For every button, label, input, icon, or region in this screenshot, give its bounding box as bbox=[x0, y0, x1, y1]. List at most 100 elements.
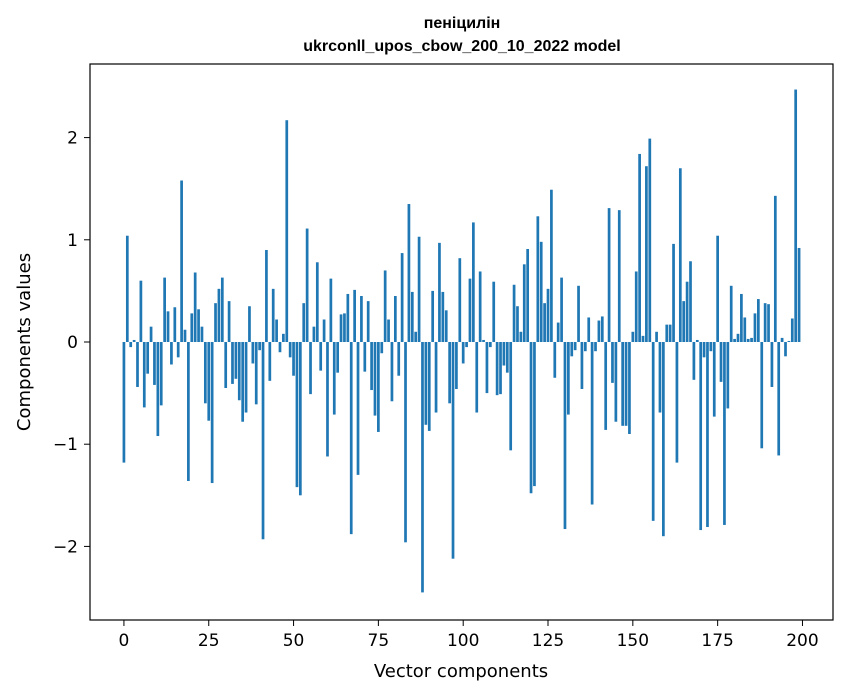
bar-132 bbox=[570, 342, 574, 357]
bar-99 bbox=[458, 258, 462, 342]
bar-95 bbox=[444, 310, 448, 342]
bar-140 bbox=[597, 320, 601, 342]
bar-77 bbox=[383, 270, 387, 342]
bar-105 bbox=[478, 271, 482, 342]
bar-11 bbox=[159, 342, 163, 406]
bar-92 bbox=[434, 342, 438, 413]
bar-74 bbox=[373, 342, 377, 416]
bar-163 bbox=[675, 342, 679, 463]
bar-54 bbox=[305, 228, 309, 342]
plot-frame bbox=[89, 63, 834, 621]
bar-176 bbox=[719, 342, 723, 382]
y-tick-label: −2 bbox=[53, 537, 78, 557]
bar-14 bbox=[170, 342, 173, 365]
y-tick-label: 0 bbox=[67, 333, 78, 353]
bar-86 bbox=[414, 331, 418, 342]
bar-175 bbox=[716, 235, 719, 342]
bar-73 bbox=[370, 342, 373, 391]
bar-133 bbox=[573, 342, 577, 351]
bar-195 bbox=[784, 342, 787, 357]
bar-29 bbox=[220, 277, 224, 342]
bar-108 bbox=[488, 342, 492, 348]
bar-41 bbox=[261, 342, 265, 540]
bar-68 bbox=[353, 289, 356, 343]
bar-130 bbox=[563, 342, 567, 530]
bar-196 bbox=[787, 340, 791, 342]
x-tick-label: 150 bbox=[617, 631, 649, 651]
bar-60 bbox=[326, 342, 329, 457]
bar-0 bbox=[122, 342, 126, 463]
bar-98 bbox=[455, 342, 458, 390]
bar-144 bbox=[611, 342, 614, 383]
bar-10 bbox=[156, 342, 160, 437]
bar-23 bbox=[200, 326, 204, 342]
x-tick-label: 175 bbox=[701, 631, 733, 651]
bar-157 bbox=[655, 331, 658, 342]
bar-83 bbox=[404, 342, 407, 543]
bar-40 bbox=[258, 342, 261, 351]
bar-179 bbox=[729, 285, 733, 342]
bar-49 bbox=[288, 342, 292, 358]
bar-66 bbox=[346, 293, 350, 342]
bar-139 bbox=[594, 342, 597, 352]
bar-6 bbox=[142, 342, 146, 408]
bar-1 bbox=[125, 235, 129, 342]
bar-115 bbox=[512, 284, 516, 342]
bar-134 bbox=[577, 285, 580, 342]
bar-9 bbox=[153, 342, 156, 385]
x-tick-label: 200 bbox=[786, 631, 818, 651]
bar-125 bbox=[546, 288, 550, 342]
bar-24 bbox=[203, 342, 207, 404]
bar-122 bbox=[536, 216, 540, 342]
bar-48 bbox=[285, 120, 289, 343]
bar-194 bbox=[780, 337, 784, 342]
bar-121 bbox=[533, 342, 536, 487]
bar-28 bbox=[217, 288, 221, 342]
bar-59 bbox=[322, 319, 326, 342]
bar-183 bbox=[743, 317, 747, 342]
bar-34 bbox=[237, 342, 241, 401]
bar-53 bbox=[302, 303, 306, 342]
bar-129 bbox=[560, 277, 563, 342]
bar-19 bbox=[187, 342, 190, 481]
bar-188 bbox=[760, 342, 764, 449]
bar-142 bbox=[604, 342, 608, 430]
y-tick-label: −1 bbox=[53, 435, 78, 455]
bar-21 bbox=[193, 272, 197, 342]
bar-173 bbox=[709, 342, 713, 352]
bar-186 bbox=[753, 313, 757, 342]
bar-81 bbox=[397, 342, 401, 376]
bar-78 bbox=[387, 319, 390, 342]
bar-63 bbox=[336, 342, 340, 373]
chart-title-line-2: ukrconll_upos_cbow_200_10_2022 model bbox=[303, 38, 620, 55]
bar-158 bbox=[658, 342, 662, 413]
bar-100 bbox=[461, 342, 465, 364]
bar-168 bbox=[692, 342, 696, 380]
bar-97 bbox=[451, 342, 455, 559]
bar-182 bbox=[740, 293, 743, 342]
bar-35 bbox=[241, 342, 245, 422]
bar-65 bbox=[343, 313, 346, 342]
bar-191 bbox=[770, 342, 774, 387]
bar-152 bbox=[638, 153, 641, 342]
bar-187 bbox=[757, 299, 760, 342]
x-tick-label: 50 bbox=[283, 631, 305, 651]
bar-192 bbox=[773, 195, 777, 342]
bar-164 bbox=[678, 168, 682, 342]
bar-153 bbox=[641, 335, 645, 342]
bar-72 bbox=[366, 301, 370, 342]
bar-180 bbox=[733, 338, 736, 342]
bar-138 bbox=[590, 342, 594, 505]
bar-94 bbox=[441, 291, 445, 342]
bar-181 bbox=[736, 333, 740, 342]
y-tick-label: 1 bbox=[67, 231, 78, 251]
bar-36 bbox=[244, 342, 248, 413]
bar-82 bbox=[400, 253, 404, 342]
bar-198 bbox=[794, 89, 798, 342]
bar-162 bbox=[672, 243, 675, 342]
bar-91 bbox=[431, 290, 435, 342]
bar-184 bbox=[746, 338, 750, 342]
x-tick-label: 75 bbox=[368, 631, 390, 651]
bar-76 bbox=[380, 342, 384, 354]
